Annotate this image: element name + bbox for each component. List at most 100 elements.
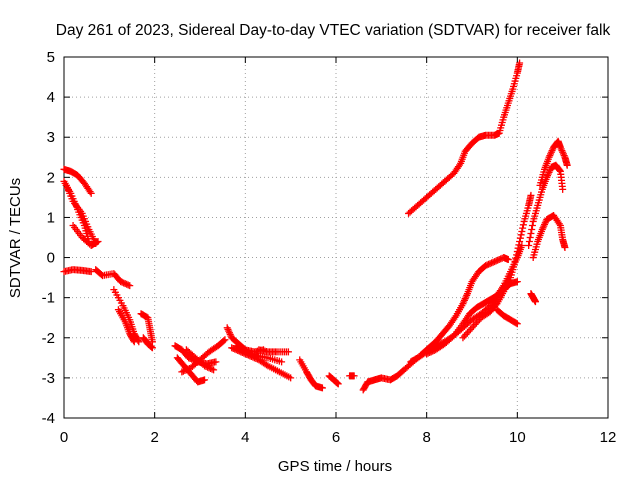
data-point [423, 350, 431, 358]
data-point [181, 367, 189, 375]
data-point [226, 330, 234, 338]
data-point [560, 152, 568, 160]
data-point [334, 379, 342, 387]
y-tick-label: 0 [47, 250, 55, 267]
y-axis-label: SDTVAR / TECUs [7, 178, 24, 298]
series-arc-17 [232, 342, 286, 366]
series-arc-5 [69, 221, 102, 250]
data-point [561, 244, 569, 252]
data-point [184, 365, 192, 373]
data-point [124, 281, 132, 289]
data-point [460, 332, 468, 340]
series-arc-26 [405, 59, 524, 217]
data-point [489, 258, 497, 266]
series-arc-19 [296, 356, 326, 392]
data-point [518, 227, 526, 235]
data-point [485, 260, 493, 268]
data-point [563, 161, 571, 169]
data-point [513, 251, 521, 259]
data-point [540, 222, 548, 230]
data-point [456, 161, 464, 169]
data-point [204, 363, 212, 371]
data-point [545, 153, 553, 161]
data-point [468, 324, 476, 332]
series-arc-16 [228, 344, 295, 382]
data-point [451, 313, 459, 321]
data-point [558, 147, 566, 155]
data-point [178, 368, 186, 376]
data-point [527, 191, 535, 199]
data-point [539, 224, 547, 232]
data-point [148, 343, 156, 351]
data-point [87, 189, 95, 197]
data-point [512, 254, 520, 262]
data-point [519, 221, 527, 229]
y-tick-label: 1 [47, 209, 55, 226]
data-point [466, 325, 474, 333]
data-point [463, 329, 471, 337]
data-point [148, 338, 156, 346]
data-point [546, 167, 554, 175]
data-point [461, 295, 469, 303]
data-point [516, 59, 524, 67]
data-point [491, 258, 499, 266]
data-point [94, 238, 102, 246]
data-point [117, 278, 125, 286]
series-arc-18 [255, 346, 292, 356]
data-point [470, 322, 478, 330]
data-point [525, 238, 533, 246]
data-point [225, 327, 233, 335]
data-point [495, 256, 503, 264]
data-point [525, 242, 533, 250]
x-tick-label: 0 [60, 429, 68, 446]
series-arc-6 [92, 266, 134, 290]
y-tick-label: 5 [47, 49, 55, 66]
data-point [185, 354, 193, 362]
data-point [541, 219, 549, 227]
series-arc-7 [110, 286, 143, 346]
data-point [130, 336, 138, 344]
data-point [334, 380, 342, 388]
y-tick-label: -2 [42, 330, 55, 347]
data-point [547, 150, 555, 158]
data-point [202, 363, 210, 371]
data-point [318, 384, 326, 392]
data-point [531, 298, 539, 306]
data-point [182, 366, 190, 374]
data-point [179, 367, 187, 375]
data-point [212, 358, 220, 366]
data-point [471, 320, 479, 328]
data-point [548, 147, 556, 155]
data-point [287, 374, 295, 382]
series-arc-14 [182, 346, 218, 374]
chart-title: Day 261 of 2023, Sidereal Day-to-day VTE… [56, 22, 611, 39]
data-point [517, 231, 525, 239]
data-point [118, 278, 126, 286]
data-point [518, 242, 526, 250]
data-point [460, 298, 468, 306]
data-point [224, 325, 232, 333]
data-point [93, 238, 101, 246]
data-point [513, 320, 521, 328]
y-tick-label: -4 [42, 410, 55, 427]
series-arc-27 [493, 306, 521, 328]
data-point [465, 327, 473, 335]
data-point [147, 342, 155, 350]
data-point [429, 347, 437, 355]
data-point [516, 238, 524, 246]
x-tick-label: 2 [150, 429, 158, 446]
data-point [486, 260, 494, 268]
data-point [513, 248, 521, 256]
data-point [504, 256, 512, 264]
data-point [526, 234, 534, 241]
series-arc-9 [137, 310, 156, 346]
data-point [459, 300, 467, 308]
data-point [207, 365, 215, 373]
data-point [424, 349, 432, 357]
data-point [123, 280, 131, 288]
data-point [210, 366, 218, 374]
data-point [528, 221, 536, 229]
data-point [488, 259, 496, 267]
data-point [556, 166, 564, 174]
